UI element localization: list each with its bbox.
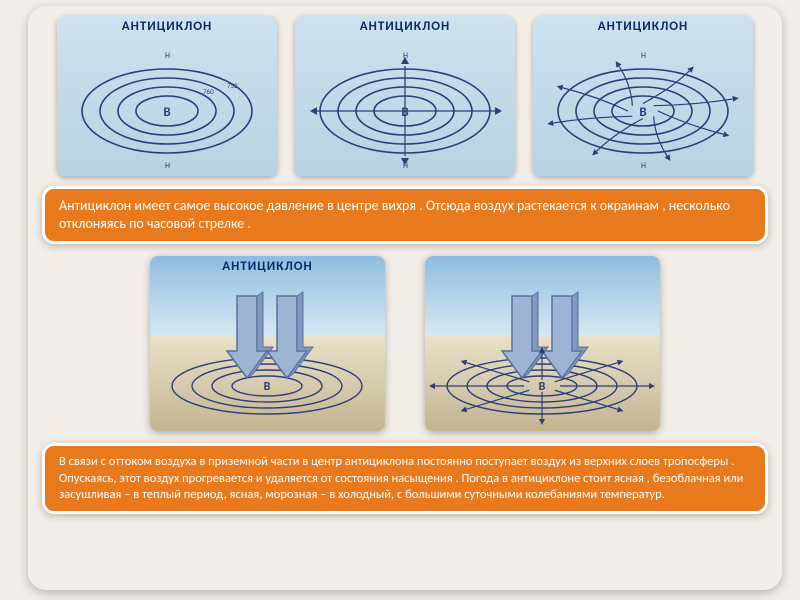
anticyclone-diagram-1: В 760 752 Н Н: [57, 16, 277, 176]
center-label: В: [639, 105, 646, 120]
mid-row: АНТИЦИКЛОН В В: [42, 256, 768, 431]
diagram-card-3: АНТИЦИКЛОН В Н Н: [533, 16, 753, 176]
diagram-card-5: В: [425, 256, 660, 431]
diagram-card-4: АНТИЦИКЛОН В: [150, 256, 385, 431]
center-label: В: [401, 105, 408, 120]
text-callout-2: В связи с оттоком воздуха в приземной ча…: [42, 443, 768, 514]
anticyclone-diagram-3: В Н Н: [533, 16, 753, 176]
anticyclone-3d-diagram-2: В: [425, 256, 660, 431]
slide-frame: АНТИЦИКЛОН В 760 752 Н Н АНТИЦИКЛОН В Н …: [28, 6, 782, 590]
anticyclone-diagram-2: В Н Н: [295, 16, 515, 176]
center-label: В: [539, 380, 546, 394]
svg-text:Н: Н: [403, 51, 408, 61]
tick-label: 752: [227, 81, 238, 90]
diagram-card-1: АНТИЦИКЛОН В 760 752 Н Н: [57, 16, 277, 176]
tick-label: 760: [203, 87, 214, 96]
svg-text:Н: Н: [403, 161, 408, 171]
svg-text:Н: Н: [641, 51, 646, 61]
anticyclone-3d-diagram-1: В: [150, 256, 385, 431]
top-row: АНТИЦИКЛОН В 760 752 Н Н АНТИЦИКЛОН В Н …: [42, 16, 768, 176]
center-label: В: [264, 380, 271, 394]
compass-s: Н: [165, 161, 170, 171]
compass-n: Н: [165, 51, 170, 61]
center-label: В: [163, 105, 170, 120]
diagram-card-2: АНТИЦИКЛОН В Н Н: [295, 16, 515, 176]
svg-text:Н: Н: [641, 161, 646, 171]
text-callout-1: Антициклон имеет самое высокое давление …: [42, 186, 768, 244]
